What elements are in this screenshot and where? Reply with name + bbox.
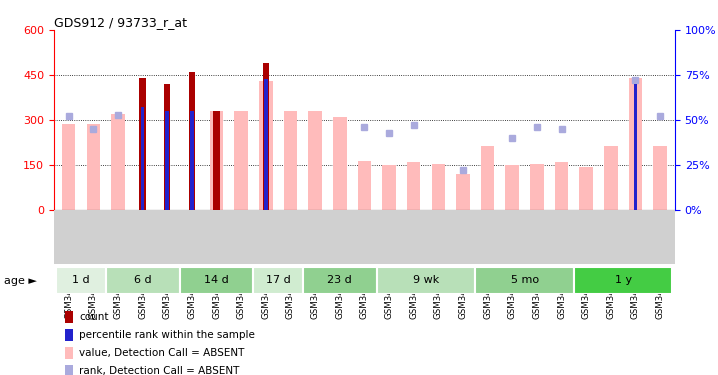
Bar [407, 162, 421, 210]
Bar [604, 146, 617, 210]
Bar [303, 267, 377, 294]
Bar [210, 111, 223, 210]
Text: 6 d: 6 d [134, 275, 151, 285]
Text: 17 d: 17 d [266, 275, 291, 285]
Bar [141, 107, 144, 210]
Bar [253, 267, 303, 294]
Bar [579, 166, 593, 210]
Text: age ►: age ► [4, 276, 37, 285]
Bar [308, 111, 322, 210]
Text: 14 d: 14 d [204, 275, 229, 285]
Bar [530, 164, 544, 210]
Bar [481, 146, 495, 210]
Bar [263, 63, 269, 210]
Bar [62, 124, 75, 210]
Text: 5 mo: 5 mo [510, 275, 538, 285]
Text: 1 y: 1 y [615, 275, 632, 285]
Bar [189, 72, 195, 210]
Bar [574, 267, 673, 294]
Text: 9 wk: 9 wk [413, 275, 439, 285]
Bar [86, 124, 100, 210]
Text: value, Detection Call = ABSENT: value, Detection Call = ABSENT [79, 348, 244, 358]
Bar [555, 162, 569, 210]
Bar [213, 111, 220, 210]
Bar [377, 267, 475, 294]
Text: count: count [79, 312, 108, 322]
Text: 1 d: 1 d [72, 275, 90, 285]
Bar [106, 267, 180, 294]
Text: GDS912 / 93733_r_at: GDS912 / 93733_r_at [54, 16, 187, 29]
Bar [456, 174, 470, 210]
Bar [259, 81, 273, 210]
Bar [165, 111, 169, 210]
Bar [111, 114, 125, 210]
Bar [139, 78, 146, 210]
Bar [634, 84, 638, 210]
Bar [653, 146, 667, 210]
Bar [629, 78, 643, 210]
Bar [264, 79, 268, 210]
Bar [432, 164, 445, 210]
Bar [382, 165, 396, 210]
Text: percentile rank within the sample: percentile rank within the sample [79, 330, 255, 340]
Bar [505, 165, 519, 210]
Bar [333, 117, 347, 210]
Bar [190, 111, 194, 210]
Bar [475, 267, 574, 294]
Text: 23 d: 23 d [327, 275, 352, 285]
Bar [180, 267, 253, 294]
Bar [358, 160, 371, 210]
Bar [234, 111, 248, 210]
Bar [164, 84, 170, 210]
Bar [284, 111, 297, 210]
Bar [56, 267, 106, 294]
Text: rank, Detection Call = ABSENT: rank, Detection Call = ABSENT [79, 366, 239, 375]
